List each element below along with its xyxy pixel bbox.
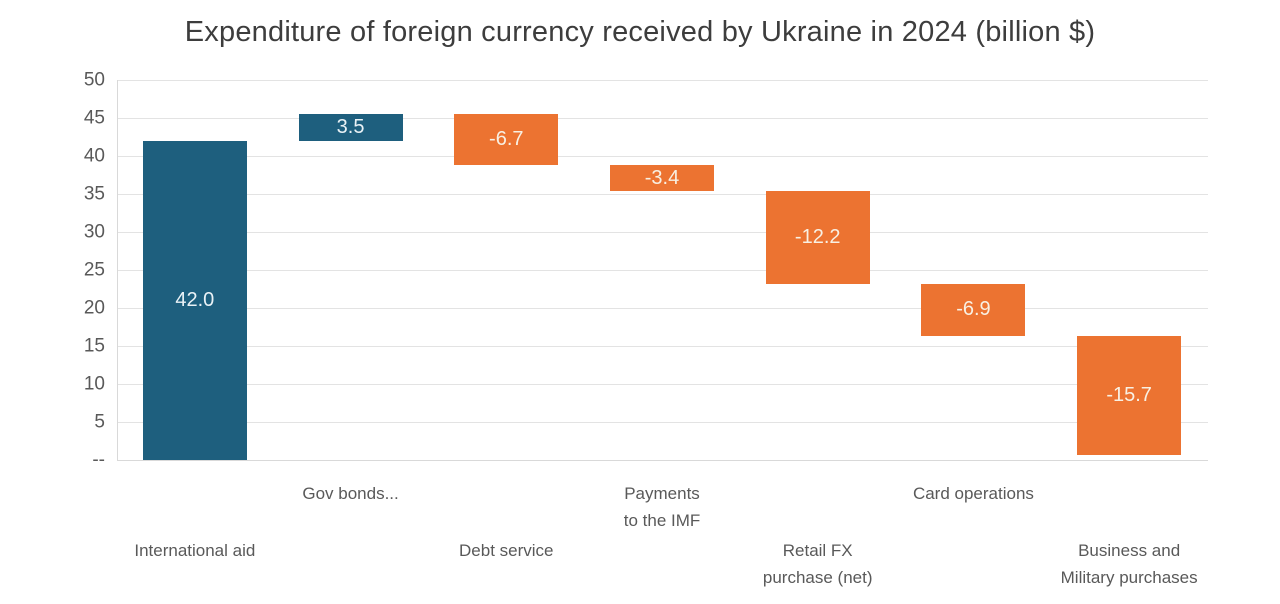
x-category-label-gov-bonds: Gov bonds... — [196, 480, 506, 507]
gridline — [118, 346, 1208, 347]
y-tick-label: 35 — [83, 183, 105, 205]
x-category-label-line: Payments — [624, 484, 700, 503]
y-tick-label: 45 — [83, 107, 105, 129]
gridline — [118, 270, 1208, 271]
x-category-label-line: Military purchases — [1060, 568, 1198, 587]
x-category-label-international-aid: International aid — [40, 537, 350, 564]
x-category-label-debt-service: Debt service — [351, 537, 661, 564]
plot-area — [117, 80, 1208, 461]
bar-retail-fx-purchase-net: -12.2 — [765, 190, 870, 284]
bar-gov-bonds: 3.5 — [298, 114, 403, 141]
bar-value-label: -3.4 — [644, 166, 680, 189]
y-tick-label: 20 — [83, 297, 105, 319]
x-category-label-business-and-military-purchases: Business and Military purchases — [974, 537, 1280, 591]
x-category-label-line: purchase (net) — [762, 568, 873, 587]
x-category-label-line: to the IMF — [623, 511, 701, 530]
bar-international-aid: 42.0 — [142, 140, 247, 460]
x-category-label-line: Card operations — [912, 484, 1034, 503]
gridline — [118, 80, 1208, 81]
bar-value-label: -6.7 — [489, 128, 524, 151]
bar-value-label: 3.5 — [336, 115, 365, 138]
x-category-label-line: Business and — [1078, 541, 1181, 560]
gridline — [118, 422, 1208, 423]
x-category-label-line: Retail FX — [782, 541, 853, 560]
bar-payments-to-the-imf: -3.4 — [610, 165, 714, 191]
y-tick-label: 50 — [83, 69, 105, 91]
bar-card-operations: -6.9 — [921, 283, 1026, 337]
y-tick-label: 5 — [94, 411, 105, 433]
y-tick-label: 25 — [83, 259, 105, 281]
bar-business-and-military-purchases: -15.7 — [1077, 336, 1182, 456]
bar-value-label: -12.2 — [794, 225, 841, 248]
y-tick-label: 10 — [83, 373, 105, 395]
gridline — [118, 194, 1208, 195]
y-tick-label: 15 — [83, 335, 105, 357]
bar-debt-service: -6.7 — [454, 114, 559, 166]
x-category-label-line: Gov bonds... — [302, 484, 399, 503]
y-tick-label: -- — [92, 449, 105, 471]
x-category-label-retail-fx-purchase-net: Retail FX purchase (net) — [663, 537, 973, 591]
chart-title: Expenditure of foreign currency received… — [184, 16, 1096, 48]
gridline — [118, 118, 1208, 119]
x-category-label-payments-to-the-imf: Payments to the IMF — [507, 480, 817, 534]
gridline — [118, 384, 1208, 385]
x-category-label-card-operations: Card operations — [818, 480, 1128, 507]
bar-value-label: 42.0 — [175, 288, 215, 311]
gridline — [118, 308, 1208, 309]
bar-value-label: -15.7 — [1106, 384, 1152, 407]
y-tick-label: 30 — [83, 221, 105, 243]
y-tick-label: 40 — [83, 145, 105, 167]
x-category-label-line: Debt service — [459, 541, 554, 560]
bar-value-label: -6.9 — [956, 298, 991, 321]
gridline — [118, 156, 1208, 157]
gridline — [118, 232, 1208, 233]
x-category-label-line: International aid — [134, 541, 256, 560]
